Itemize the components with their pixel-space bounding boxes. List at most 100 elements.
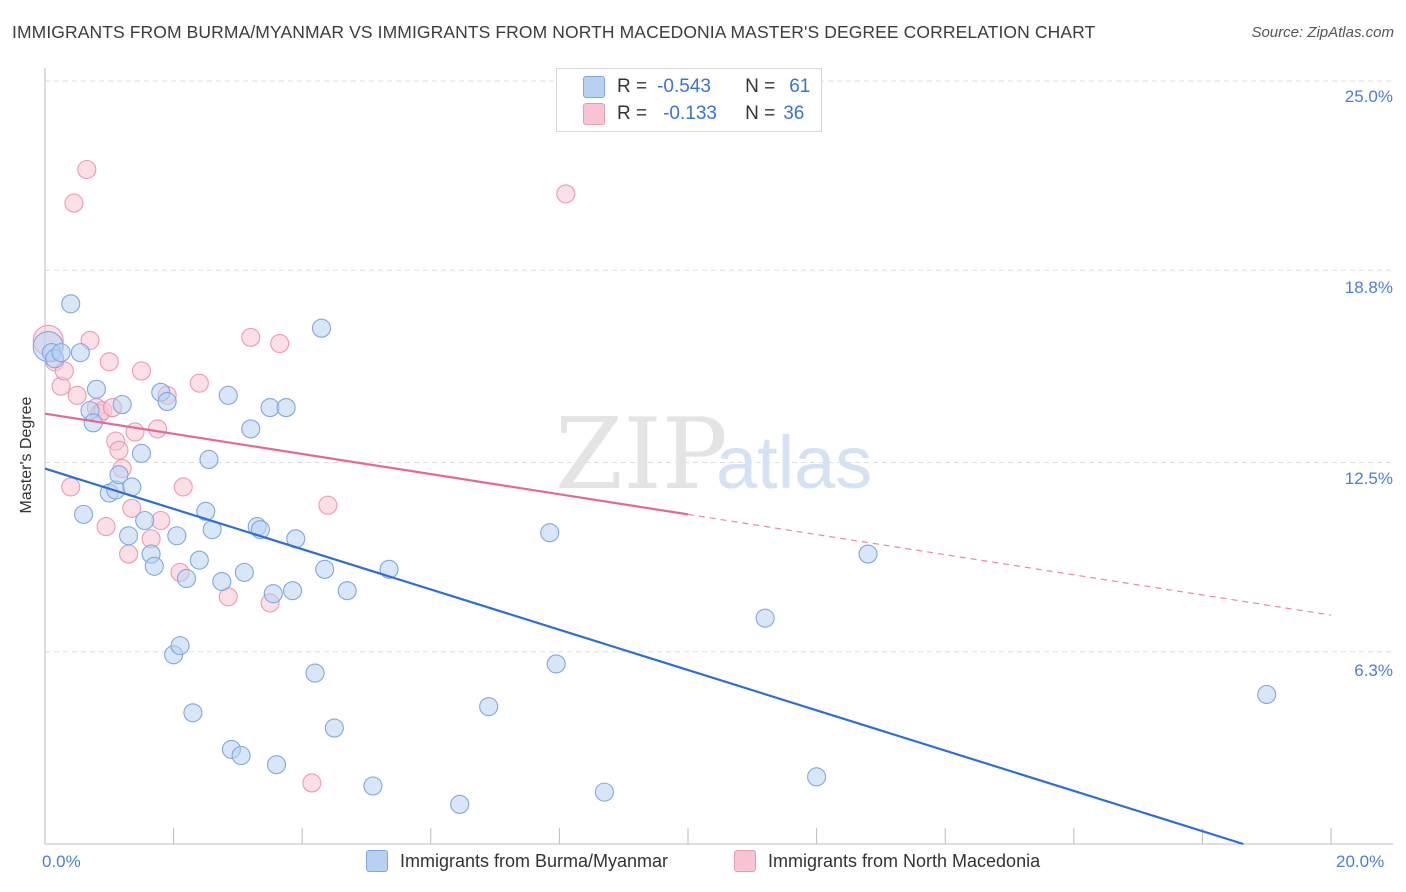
axes: [44, 68, 1393, 845]
data-point: [450, 794, 470, 814]
data-point: [540, 523, 560, 543]
data-point: [196, 501, 216, 521]
bottom-legend-macedonia: Immigrants from North Macedonia: [734, 850, 1040, 872]
legend-n-value: 61: [789, 76, 811, 97]
data-point: [241, 327, 261, 347]
data-point: [77, 159, 97, 180]
data-point: [119, 544, 139, 564]
data-point: [858, 544, 878, 564]
data-point: [276, 398, 296, 418]
data-point: [218, 385, 238, 405]
data-point: [594, 782, 614, 802]
data-point: [283, 581, 303, 601]
data-point: [61, 294, 81, 314]
legend-series-name: Immigrants from Burma/Myanmar: [400, 850, 669, 871]
pink-swatch-icon: [734, 850, 756, 872]
x-tick-label-min: 0.0%: [42, 852, 81, 871]
data-point: [337, 581, 357, 601]
data-point: [189, 373, 209, 393]
chart-title: IMMIGRANTS FROM BURMA/MYANMAR VS IMMIGRA…: [12, 22, 1096, 42]
data-point: [96, 517, 116, 537]
data-point: [112, 394, 132, 415]
legend-series-name: Immigrants from North Macedonia: [768, 850, 1041, 871]
x-tick-label-max: 20.0%: [1336, 852, 1385, 871]
data-point: [270, 333, 290, 354]
data-point: [167, 526, 187, 546]
data-point: [231, 745, 251, 766]
data-point: [311, 318, 332, 338]
data-point: [183, 703, 203, 723]
data-point: [260, 398, 280, 418]
correlation-legend: R = -0.543 N = 61 R = -0.133 N = 36: [556, 68, 822, 132]
data-point: [318, 495, 338, 515]
watermark-zip: ZIP: [555, 398, 728, 512]
data-point: [199, 449, 219, 469]
legend-n-label: N =: [745, 76, 776, 97]
data-point: [109, 440, 129, 460]
y-tick-label: 25.0%: [1344, 87, 1393, 106]
data-point: [64, 193, 84, 213]
data-point: [151, 510, 171, 531]
legend-r-value: -0.133: [663, 103, 717, 124]
data-point: [324, 718, 344, 738]
pink-swatch-icon: [583, 103, 605, 125]
data-point: [173, 477, 193, 497]
data-point: [241, 419, 261, 439]
data-point: [363, 776, 383, 796]
data-point: [546, 654, 566, 674]
y-tick-label: 12.5%: [1344, 469, 1393, 488]
data-point: [131, 443, 151, 463]
burma-trend-line: [44, 467, 1244, 846]
data-point: [119, 526, 139, 546]
data-point: [1257, 684, 1277, 705]
data-point: [67, 385, 87, 405]
blue-swatch-icon: [583, 76, 605, 98]
legend-r-label: R =: [617, 103, 648, 124]
data-point: [176, 568, 197, 589]
data-point: [263, 584, 283, 604]
data-point: [86, 379, 106, 399]
data-point: [479, 697, 499, 717]
y-tick-label: 18.8%: [1344, 278, 1393, 297]
data-point: [131, 361, 151, 381]
data-point: [315, 559, 335, 579]
data-point: [189, 550, 209, 570]
y-axis-label: Master's Degree: [18, 396, 35, 514]
legend-r-label: R =: [617, 76, 648, 97]
data-point: [61, 477, 81, 497]
trend-lines: [44, 412, 1332, 846]
data-point: [170, 636, 190, 656]
data-point: [147, 419, 168, 439]
data-point: [212, 571, 232, 592]
blue-swatch-icon: [366, 850, 388, 872]
watermark-atlas: atlas: [716, 421, 872, 504]
data-point: [305, 663, 325, 683]
data-point: [135, 510, 155, 531]
source-label: Source: ZipAtlas.com: [1251, 24, 1394, 41]
data-point: [74, 504, 94, 524]
data-point: [807, 767, 827, 787]
legend-n-label: N =: [745, 103, 776, 124]
data-point: [144, 556, 164, 576]
data-point: [122, 498, 142, 518]
macedonia-trend-line-dashed: [687, 513, 1332, 616]
y-tick-label: 6.3%: [1354, 661, 1393, 680]
series-burma-points: [32, 294, 1277, 814]
data-point: [556, 184, 576, 204]
data-point: [234, 562, 254, 582]
data-point: [302, 773, 322, 793]
data-point: [266, 755, 287, 775]
data-point: [109, 465, 129, 485]
bottom-legend-burma: Immigrants from Burma/Myanmar: [366, 850, 668, 872]
data-point: [157, 391, 177, 412]
watermark: ZIP atlas: [555, 398, 872, 512]
data-point: [99, 352, 119, 372]
legend-row-macedonia: R = -0.133 N = 36: [583, 102, 804, 126]
data-point: [755, 608, 775, 628]
legend-row-burma: R = -0.543 N = 61: [583, 75, 810, 99]
data-point: [70, 343, 90, 363]
legend-n-value: 36: [783, 103, 805, 124]
legend-r-value: -0.543: [657, 76, 711, 97]
macedonia-trend-line-solid: [44, 412, 689, 516]
